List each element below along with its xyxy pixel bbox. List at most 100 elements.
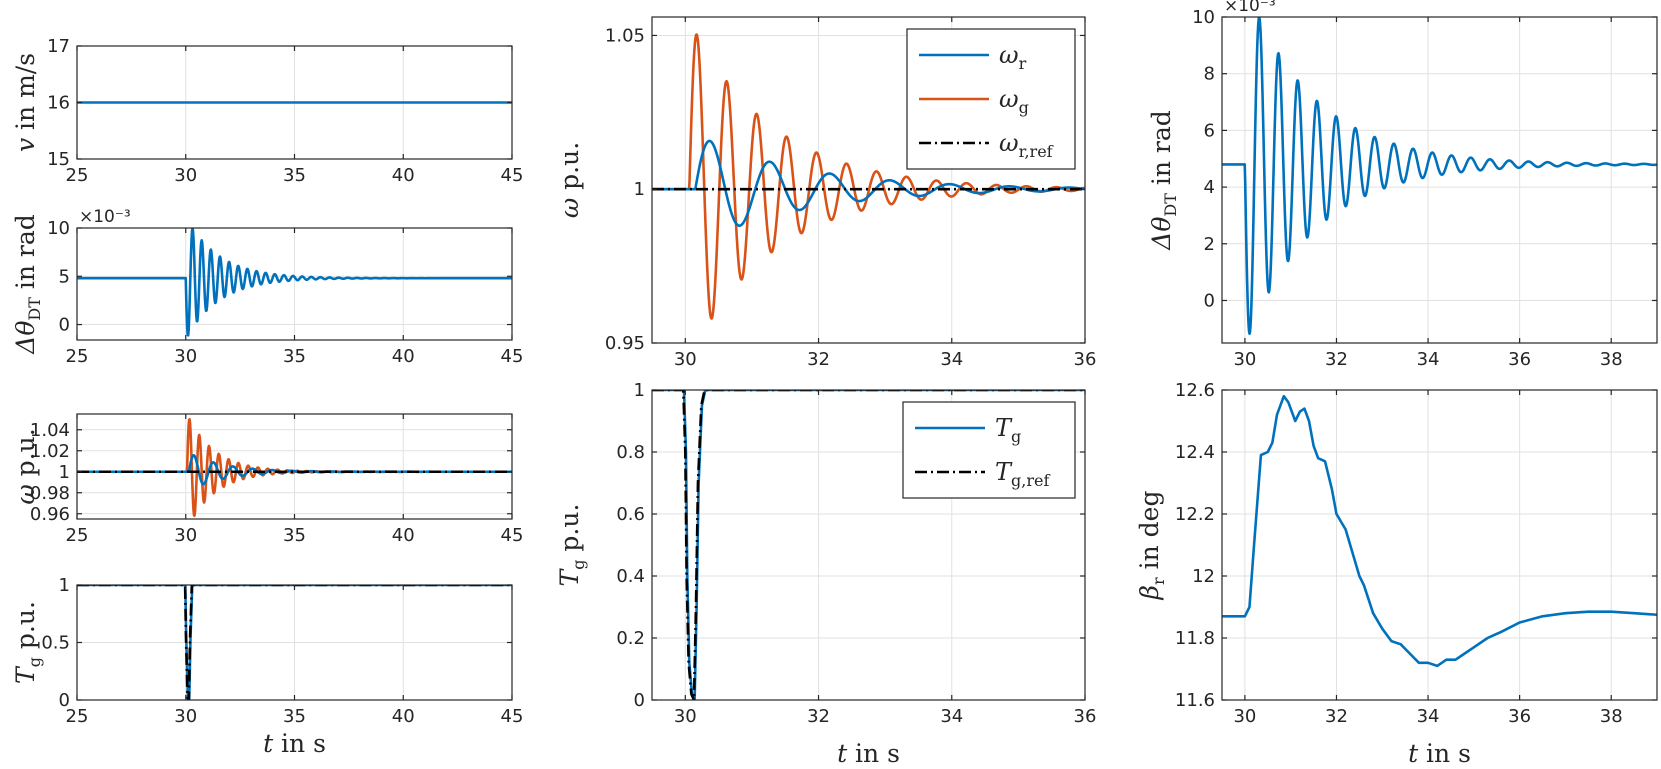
y-axis-label: Tg p.u. [555, 504, 588, 587]
x-tick-label: 25 [66, 346, 89, 367]
ticks: 25 30 35 40 45 0 0.5 1 [41, 575, 523, 727]
x-tick-label: 35 [283, 165, 306, 186]
grid [1222, 389, 1657, 701]
y-tick-label: 6 [1204, 120, 1215, 141]
label-symbol: Δθ [11, 321, 40, 355]
y-tick-label: 8 [1204, 64, 1215, 85]
label-symbol: T [995, 458, 1013, 486]
label-unit: p.u. [11, 428, 40, 484]
x-tick-label: 36 [1074, 349, 1097, 370]
x-tick-label: 36 [1508, 349, 1531, 370]
y-tick-label: 11.6 [1175, 690, 1215, 711]
y-tick-label: 1 [59, 575, 70, 596]
x-tick-label: 32 [1325, 706, 1348, 727]
series-line-0 [77, 228, 512, 337]
label-unit: p.u. [555, 504, 584, 560]
grid [76, 584, 513, 701]
x-tick-label: 25 [66, 706, 89, 727]
label-subscript: g,ref [1011, 471, 1050, 490]
label-subscript: r,ref [1019, 142, 1054, 161]
x-tick-label: 35 [283, 706, 306, 727]
y-axis-label: ω p.u. [11, 428, 40, 504]
label-symbol: t [263, 729, 274, 758]
y-tick-label: 1.04 [30, 420, 70, 441]
series-group [1222, 394, 1657, 668]
label-symbol: ω [999, 85, 1019, 113]
label-symbol: ω [11, 484, 40, 504]
legend-box [902, 401, 1076, 499]
y-tick-label: 0.6 [616, 504, 645, 525]
x-tick-label: 30 [1233, 349, 1256, 370]
label-symbol: ω [555, 198, 584, 218]
label-unit: in deg [1135, 491, 1164, 578]
y-tick-label: 10 [47, 218, 70, 239]
x-tick-label: 38 [1600, 349, 1623, 370]
y-tick-label: 10 [1192, 7, 1215, 28]
series-group [77, 418, 512, 518]
x-tick-label: 30 [674, 349, 697, 370]
y-tick-label: 0.5 [41, 633, 70, 654]
x-tick-label: 30 [174, 346, 197, 367]
legend-label: ωr,ref [999, 129, 1054, 161]
x-tick-label: 34 [1417, 349, 1440, 370]
series-line-0 [652, 33, 1085, 320]
series-line-1 [77, 585, 512, 700]
y-tick-label: 15 [47, 149, 70, 170]
y-tick-label: 4 [1204, 177, 1215, 198]
axis-multiplier: ×10⁻³ [1224, 0, 1276, 16]
series-group [652, 390, 1085, 700]
subplot-beta: 30 32 34 36 38 11.6 11.8 12 12.2 12.4 12.6 βr in de… [1135, 380, 1658, 768]
label-subscript: DT [25, 297, 44, 321]
y-axis-label: ω p.u. [555, 142, 584, 218]
label-unit: in s [273, 729, 326, 758]
label-symbol: ω [999, 41, 1019, 69]
y-tick-label: 0 [59, 690, 70, 711]
label-unit: p.u. [11, 601, 40, 657]
y-tick-label: 1 [59, 462, 70, 483]
x-tick-label: 40 [392, 525, 415, 546]
legend-label: ωg [999, 85, 1029, 117]
x-tick-label: 45 [501, 706, 524, 727]
x-tick-label: 40 [392, 706, 415, 727]
y-tick-label: 11.8 [1175, 628, 1215, 649]
x-axis-label: t in s [837, 739, 900, 768]
x-tick-label: 38 [1600, 706, 1623, 727]
x-tick-label: 32 [807, 349, 830, 370]
x-tick-label: 30 [174, 706, 197, 727]
label-symbol: Δθ [1147, 217, 1176, 251]
axis-multiplier: ×10⁻³ [79, 207, 131, 227]
series-group [1222, 17, 1657, 336]
label-subscript: g [1019, 98, 1029, 117]
axes-box [651, 16, 1086, 344]
grid [1222, 16, 1657, 343]
y-tick-label: 1 [634, 380, 645, 401]
y-axis-label: ΔθDT in rad [11, 214, 44, 354]
y-tick-label: 2 [1204, 234, 1215, 255]
label-subscript: g [25, 657, 44, 667]
x-tick-label: 30 [174, 525, 197, 546]
series-line-1 [652, 390, 1085, 700]
subplot-tg-small: 25 30 35 40 45 0 0.5 1 Tg p.u. t in s [11, 575, 523, 758]
x-tick-label: 35 [283, 346, 306, 367]
label-symbol: β [1135, 585, 1164, 600]
y-axis-label: Tg p.u. [11, 601, 44, 684]
y-tick-label: 0 [59, 315, 70, 336]
label-subscript: r [1149, 577, 1168, 585]
x-tick-label: 45 [501, 346, 524, 367]
x-tick-label: 25 [66, 165, 89, 186]
label-unit: in s [1418, 739, 1471, 768]
x-tick-label: 36 [1074, 706, 1097, 727]
y-tick-label: 5 [59, 266, 70, 287]
y-tick-label: 0.2 [616, 628, 645, 649]
series-group [77, 585, 512, 700]
grid [76, 227, 513, 340]
y-tick-label: 1.05 [605, 25, 645, 46]
y-tick-label: 12.4 [1175, 442, 1215, 463]
series-line-1 [652, 139, 1085, 227]
label-unit: in s [847, 739, 900, 768]
x-axis-label: t in s [263, 729, 326, 758]
y-tick-label: 0.96 [30, 504, 70, 525]
